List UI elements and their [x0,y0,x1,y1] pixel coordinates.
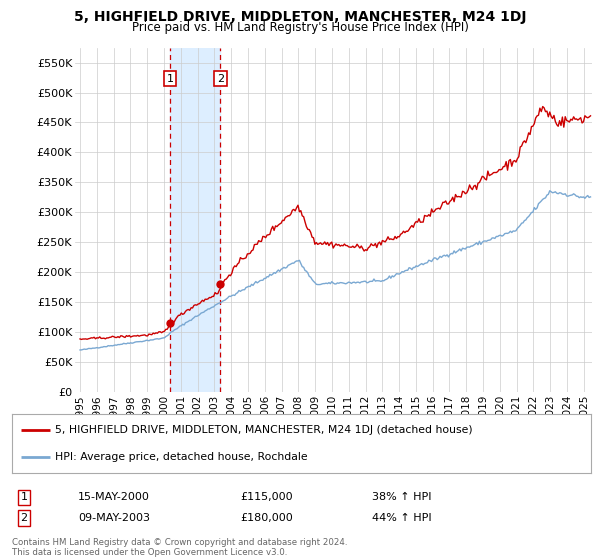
Text: £115,000: £115,000 [240,492,293,502]
Text: 5, HIGHFIELD DRIVE, MIDDLETON, MANCHESTER, M24 1DJ (detached house): 5, HIGHFIELD DRIVE, MIDDLETON, MANCHESTE… [55,425,473,435]
Text: 38% ↑ HPI: 38% ↑ HPI [372,492,431,502]
Text: 09-MAY-2003: 09-MAY-2003 [78,513,150,523]
Text: 44% ↑ HPI: 44% ↑ HPI [372,513,431,523]
Text: HPI: Average price, detached house, Rochdale: HPI: Average price, detached house, Roch… [55,452,308,463]
Text: Contains HM Land Registry data © Crown copyright and database right 2024.
This d: Contains HM Land Registry data © Crown c… [12,538,347,557]
Text: 1: 1 [167,73,174,83]
Text: 15-MAY-2000: 15-MAY-2000 [78,492,150,502]
Text: 2: 2 [20,513,28,523]
Text: Price paid vs. HM Land Registry's House Price Index (HPI): Price paid vs. HM Land Registry's House … [131,21,469,34]
Text: £180,000: £180,000 [240,513,293,523]
Text: 1: 1 [20,492,28,502]
Text: 5, HIGHFIELD DRIVE, MIDDLETON, MANCHESTER, M24 1DJ: 5, HIGHFIELD DRIVE, MIDDLETON, MANCHESTE… [74,10,526,24]
Text: 2: 2 [217,73,224,83]
Bar [170,48,220,392]
